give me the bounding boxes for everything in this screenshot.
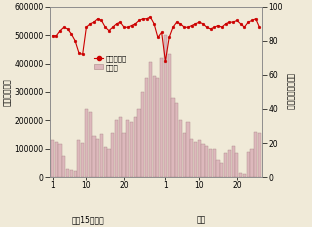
- Legend: 正常発生率, 産卵数: 正常発生率, 産卵数: [92, 53, 129, 74]
- Bar: [107, 149, 110, 177]
- Bar: [168, 54, 171, 177]
- Bar: [141, 92, 144, 177]
- Bar: [119, 118, 122, 177]
- Bar: [100, 134, 103, 177]
- Bar: [70, 170, 73, 177]
- Bar: [246, 152, 250, 177]
- Bar: [258, 133, 261, 177]
- Bar: [228, 150, 231, 177]
- Bar: [149, 62, 152, 177]
- Bar: [115, 120, 118, 177]
- Bar: [122, 133, 126, 177]
- Bar: [220, 163, 223, 177]
- Bar: [62, 156, 66, 177]
- Bar: [55, 142, 58, 177]
- Bar: [92, 136, 95, 177]
- Bar: [81, 143, 84, 177]
- Bar: [175, 103, 178, 177]
- Bar: [198, 140, 201, 177]
- Bar: [232, 146, 235, 177]
- Bar: [209, 149, 212, 177]
- Bar: [111, 133, 114, 177]
- Bar: [51, 140, 54, 177]
- Bar: [239, 173, 242, 177]
- Bar: [130, 122, 133, 177]
- Bar: [126, 120, 129, 177]
- Bar: [183, 133, 186, 177]
- Bar: [156, 78, 159, 177]
- Bar: [85, 109, 88, 177]
- Bar: [254, 132, 257, 177]
- Bar: [179, 120, 182, 177]
- Text: 平成15年３月: 平成15年３月: [72, 215, 105, 224]
- Bar: [77, 140, 80, 177]
- Bar: [224, 153, 227, 177]
- Text: ４月: ４月: [197, 215, 206, 224]
- Y-axis label: 正常発生率（％）: 正常発生率（％）: [285, 74, 295, 110]
- Bar: [134, 118, 137, 177]
- Bar: [235, 153, 238, 177]
- Bar: [164, 35, 167, 177]
- Bar: [145, 78, 148, 177]
- Bar: [66, 168, 69, 177]
- Bar: [243, 174, 246, 177]
- Bar: [138, 109, 141, 177]
- Bar: [205, 146, 208, 177]
- Bar: [153, 76, 156, 177]
- Bar: [250, 149, 254, 177]
- Bar: [213, 149, 216, 177]
- Bar: [186, 122, 190, 177]
- Bar: [190, 139, 193, 177]
- Bar: [160, 58, 163, 177]
- Bar: [217, 160, 220, 177]
- Bar: [171, 98, 174, 177]
- Bar: [194, 142, 197, 177]
- Bar: [104, 147, 107, 177]
- Bar: [74, 171, 77, 177]
- Bar: [58, 144, 62, 177]
- Bar: [96, 139, 99, 177]
- Y-axis label: 産卵数（個）: 産卵数（個）: [2, 78, 12, 106]
- Bar: [89, 112, 92, 177]
- Bar: [202, 144, 205, 177]
